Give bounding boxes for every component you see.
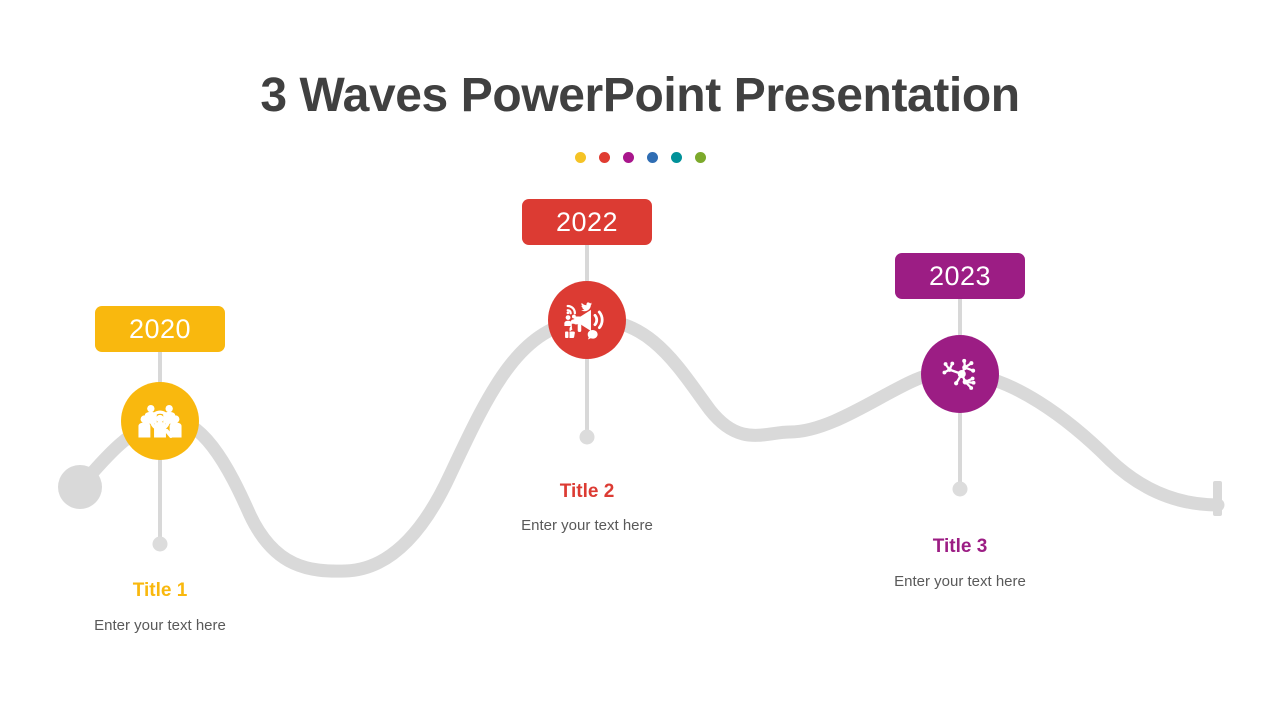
wave-end-bar: [1213, 481, 1222, 516]
megaphone-marketing-icon: [564, 297, 610, 343]
milestone-2023-text[interactable]: Enter your text here: [894, 573, 1026, 590]
milestone-2022-stem-dot: [579, 429, 595, 445]
milestone-2020-text[interactable]: Enter your text here: [94, 617, 226, 634]
milestone-2020-icon-circle[interactable]: [121, 382, 199, 460]
dot-teal: [670, 152, 682, 163]
milestone-2023-icon-circle[interactable]: [921, 335, 999, 413]
milestone-2022-year-badge[interactable]: 2022: [522, 199, 652, 245]
milestone-2022-stem-lower: [585, 357, 589, 437]
milestone-2020-year-badge[interactable]: 2020: [95, 306, 225, 352]
milestone-2020-stem-dot: [152, 536, 168, 552]
milestone-2023-stem-dot: [952, 481, 968, 497]
dot-yellow: [574, 152, 586, 163]
milestone-2022-text[interactable]: Enter your text here: [521, 517, 653, 534]
dot-blue: [646, 152, 658, 163]
milestone-2023-stem-lower: [958, 411, 962, 489]
decorative-dot-row: [0, 152, 1280, 163]
wave-start-dot: [58, 465, 102, 509]
milestone-2020-stem-lower: [158, 458, 162, 542]
milestone-2022-icon-circle[interactable]: [548, 281, 626, 359]
milestone-2022-title[interactable]: Title 2: [559, 481, 615, 502]
milestone-2022-stem-upper: [585, 245, 589, 281]
milestone-2023-title[interactable]: Title 3: [932, 536, 988, 557]
target-audience-icon: [138, 399, 182, 443]
dot-red: [598, 152, 610, 163]
network-nodes-icon: [939, 353, 981, 395]
dot-green: [694, 152, 706, 163]
page-title: 3 Waves PowerPoint Presentation: [260, 69, 1020, 122]
milestone-2020-title[interactable]: Title 1: [132, 580, 188, 601]
milestone-2023-stem-upper: [958, 299, 962, 335]
milestone-2023-year-badge[interactable]: 2023: [895, 253, 1025, 299]
milestone-2020-stem-upper: [158, 352, 162, 386]
dot-magenta: [622, 152, 634, 163]
